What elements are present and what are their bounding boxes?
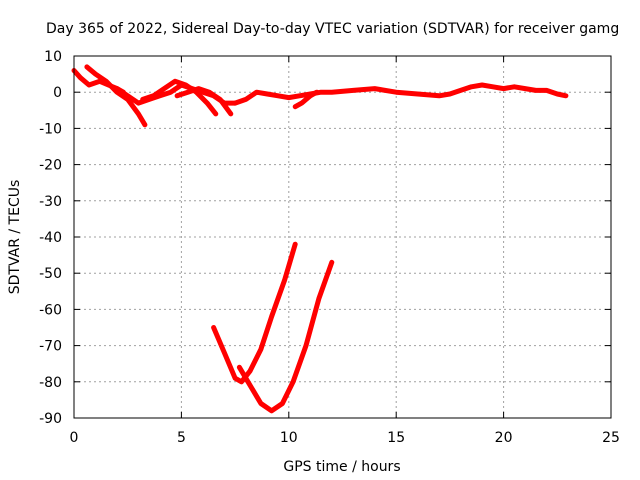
- y-tick-label: -80: [39, 375, 62, 391]
- y-tick-label: -40: [39, 230, 62, 246]
- series-arc-6: [232, 82, 569, 106]
- series-arc-9: [236, 259, 335, 414]
- y-tick-label: -50: [39, 266, 62, 282]
- ticks: 0 5 10 15 20 25 10 0 -10 -20 -30 -40 -50 -60 -70 -80 -90: [39, 49, 620, 446]
- x-axis-label: GPS time / hours: [283, 459, 400, 475]
- y-tick-label: -90: [39, 411, 62, 427]
- series-arc-7: [292, 89, 320, 110]
- y-axis-label: SDTVAR / TECUs: [7, 180, 23, 295]
- series-arc-5: [174, 86, 234, 117]
- y-tick-label: 10: [44, 49, 62, 65]
- y-tick-label: 0: [53, 85, 62, 101]
- x-tick-label: 25: [602, 430, 620, 446]
- chart-title: Day 365 of 2022, Sidereal Day-to-day VTE…: [46, 21, 619, 37]
- series-arc-2: [84, 64, 148, 128]
- x-tick-label: 20: [495, 430, 513, 446]
- y-tick-label: -60: [39, 302, 62, 318]
- series-arc-8: [211, 241, 298, 385]
- x-tick-label: 0: [70, 430, 79, 446]
- grid: [74, 56, 611, 418]
- y-tick-label: -20: [39, 158, 62, 174]
- x-tick-label: 5: [177, 430, 186, 446]
- series-arc-4: [140, 78, 219, 117]
- y-tick-label: -30: [39, 194, 62, 210]
- series-layer: [71, 64, 569, 414]
- y-tick-label: -70: [39, 339, 62, 355]
- y-tick-label: -10: [39, 121, 62, 137]
- x-tick-label: 10: [280, 430, 298, 446]
- x-tick-label: 15: [387, 430, 405, 446]
